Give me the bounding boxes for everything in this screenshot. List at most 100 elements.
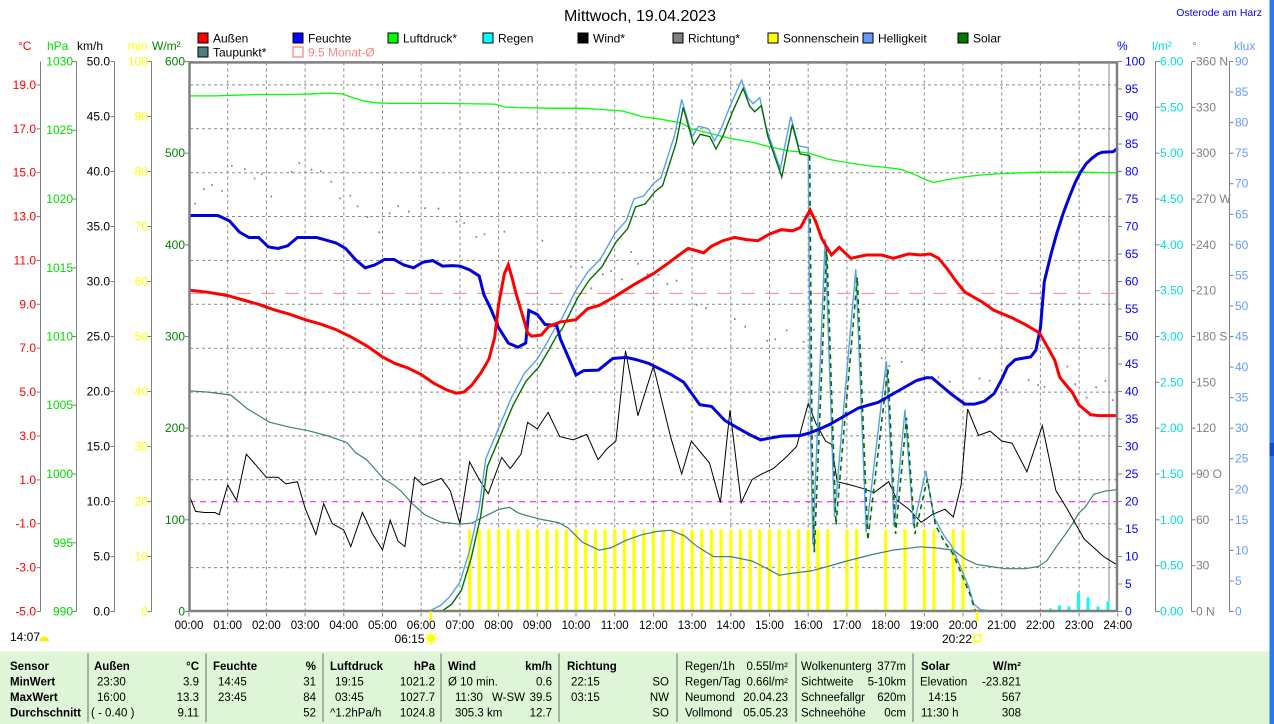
- svg-text:0.55l/m²: 0.55l/m²: [746, 661, 788, 673]
- svg-text:°C: °C: [186, 661, 199, 673]
- svg-text:75: 75: [1125, 192, 1139, 206]
- svg-text:1020: 1020: [46, 192, 73, 206]
- svg-text:20:22: 20:22: [942, 632, 972, 646]
- svg-text:210: 210: [1196, 284, 1216, 298]
- svg-text:02:00: 02:00: [252, 620, 281, 632]
- svg-text:25: 25: [1235, 452, 1249, 466]
- svg-text:30: 30: [1235, 421, 1249, 435]
- svg-text:1.50: 1.50: [1160, 467, 1184, 481]
- svg-text:30: 30: [1125, 440, 1139, 454]
- svg-text:%: %: [306, 661, 316, 673]
- svg-text:20: 20: [1125, 495, 1139, 509]
- svg-text:MinWert: MinWert: [10, 677, 55, 689]
- svg-text:45: 45: [1125, 357, 1139, 371]
- svg-text:Luftdruck: Luftdruck: [330, 661, 384, 673]
- svg-text:75: 75: [1235, 146, 1249, 160]
- svg-text:15:00: 15:00: [755, 620, 784, 632]
- svg-text:W/m²: W/m²: [993, 661, 1021, 673]
- svg-text:-5.0: -5.0: [15, 605, 36, 619]
- svg-text:330: 330: [1196, 100, 1216, 114]
- svg-text:31: 31: [303, 677, 316, 689]
- svg-text:11.0: 11.0: [14, 254, 37, 268]
- svg-text:MaxWert: MaxWert: [10, 692, 58, 704]
- svg-text:55: 55: [1235, 268, 1249, 282]
- svg-text:2.50: 2.50: [1160, 375, 1184, 389]
- svg-text:567: 567: [1002, 692, 1021, 704]
- svg-text:5-10km: 5-10km: [868, 677, 906, 689]
- svg-text:Feuchte: Feuchte: [308, 32, 352, 46]
- svg-text:23:30: 23:30: [97, 677, 126, 689]
- svg-text:14:00: 14:00: [716, 620, 745, 632]
- svg-text:84: 84: [303, 692, 316, 704]
- svg-text:1025: 1025: [46, 123, 73, 137]
- svg-text:360 N: 360 N: [1196, 55, 1228, 69]
- svg-text:39.5: 39.5: [530, 692, 552, 704]
- svg-text:SO: SO: [652, 708, 669, 720]
- svg-text:80: 80: [135, 165, 149, 179]
- svg-text:20: 20: [1235, 482, 1249, 496]
- svg-text:377m: 377m: [877, 661, 906, 673]
- svg-text:Luftdruck*: Luftdruck*: [403, 32, 457, 46]
- svg-text:20.0: 20.0: [87, 385, 111, 399]
- svg-text:1.00: 1.00: [1160, 513, 1184, 527]
- svg-text:Schneehöhe: Schneehöhe: [801, 708, 866, 720]
- svg-text:300: 300: [1196, 146, 1216, 160]
- svg-text:15.0: 15.0: [13, 166, 37, 180]
- svg-text:19.0: 19.0: [13, 78, 37, 92]
- svg-text:^1.2hPa/h: ^1.2hPa/h: [330, 708, 381, 720]
- svg-text:23:00: 23:00: [1065, 620, 1094, 632]
- svg-text:70: 70: [1125, 220, 1139, 234]
- svg-text:7.0: 7.0: [19, 341, 36, 355]
- svg-text:240: 240: [1196, 238, 1216, 252]
- svg-text:09:00: 09:00: [523, 620, 552, 632]
- svg-text:1024.8: 1024.8: [400, 708, 435, 720]
- svg-text:70: 70: [1235, 177, 1249, 191]
- svg-text:22:00: 22:00: [1026, 620, 1055, 632]
- svg-text:100: 100: [128, 55, 148, 69]
- svg-text:Sonnenschein: Sonnenschein: [783, 32, 859, 46]
- svg-text:20: 20: [135, 495, 149, 509]
- svg-text:95: 95: [1125, 82, 1139, 96]
- svg-text:km/h: km/h: [525, 661, 552, 673]
- svg-text:Regen/1h: Regen/1h: [685, 661, 735, 673]
- svg-text:11:30: 11:30: [455, 692, 483, 704]
- svg-text:200: 200: [165, 421, 185, 435]
- svg-text:03:00: 03:00: [291, 620, 320, 632]
- svg-text:45: 45: [1235, 330, 1249, 344]
- svg-text:9.5 Monat-Ø: 9.5 Monat-Ø: [308, 46, 375, 60]
- svg-text:14:07: 14:07: [10, 630, 40, 644]
- svg-text:-1.0: -1.0: [15, 517, 36, 531]
- svg-text:1015: 1015: [46, 261, 73, 275]
- svg-text:85: 85: [1125, 137, 1139, 151]
- svg-text:50.0: 50.0: [87, 55, 111, 69]
- svg-text:150: 150: [1196, 375, 1216, 389]
- svg-text:30: 30: [1196, 559, 1210, 573]
- svg-text:3.0: 3.0: [19, 429, 36, 443]
- svg-text:100: 100: [165, 513, 185, 527]
- svg-text:Richtung: Richtung: [567, 661, 617, 673]
- svg-text:70: 70: [135, 220, 149, 234]
- svg-text:0: 0: [1235, 605, 1242, 619]
- svg-text:Sensor: Sensor: [10, 661, 50, 673]
- svg-text:0.66l/m²: 0.66l/m²: [746, 677, 788, 689]
- svg-text:45.0: 45.0: [87, 110, 111, 124]
- svg-text:l/m²: l/m²: [1152, 39, 1172, 53]
- svg-text:0.00: 0.00: [1160, 605, 1184, 619]
- svg-text:0: 0: [141, 605, 148, 619]
- svg-text:min: min: [128, 39, 147, 53]
- svg-text:21:00: 21:00: [987, 620, 1016, 632]
- svg-text:2.00: 2.00: [1160, 421, 1184, 435]
- svg-text:90: 90: [1125, 110, 1139, 124]
- svg-text:Vollmond: Vollmond: [685, 708, 732, 720]
- svg-text:80: 80: [1125, 165, 1139, 179]
- svg-text:1010: 1010: [46, 330, 73, 344]
- svg-text:4.50: 4.50: [1160, 192, 1184, 206]
- svg-text:600: 600: [165, 55, 185, 69]
- svg-text:19:15: 19:15: [335, 677, 364, 689]
- svg-text:60: 60: [1125, 275, 1139, 289]
- svg-text:06:00: 06:00: [407, 620, 436, 632]
- svg-text:120: 120: [1196, 421, 1216, 435]
- svg-text:0 N: 0 N: [1196, 605, 1215, 619]
- svg-text:03:15: 03:15: [571, 692, 600, 704]
- svg-text:10:00: 10:00: [562, 620, 591, 632]
